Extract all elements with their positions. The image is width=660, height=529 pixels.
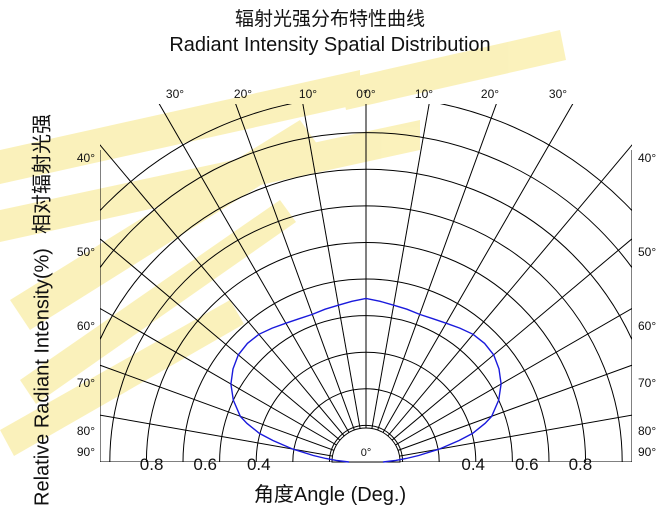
intensity-curve-group	[230, 297, 502, 463]
grid-spoke	[100, 307, 367, 462]
grid-spoke	[365, 144, 632, 462]
grid-spoke	[365, 414, 632, 462]
side-angle-label-right: 80°	[638, 424, 656, 438]
y-axis-label-en: Relative Radiant Intensity(%)	[31, 248, 54, 506]
side-angle-label-left: 60°	[77, 319, 95, 333]
grid-spoke	[100, 414, 367, 462]
side-angle-label-left: 40°	[77, 151, 95, 165]
top-angle-label: 30°	[166, 87, 184, 101]
grid-spoke	[302, 104, 367, 462]
side-angle-label-left: 90°	[77, 445, 95, 459]
top-angle-label: 20°	[234, 87, 252, 101]
center-angle-label: 0°	[361, 447, 372, 459]
center-hub	[331, 427, 401, 463]
top-angle-label: 0°	[356, 87, 368, 101]
side-angle-label-left: 80°	[77, 424, 95, 438]
top-angle-label: 20°	[481, 87, 499, 101]
polar-labels: 0°30° 20° 10° 0°0° 10° 20° 30°40° 40°50° 50°60° 6…	[77, 87, 657, 474]
radial-tick-label: 0.4	[461, 455, 485, 474]
intensity-curve	[230, 297, 502, 463]
y-axis-label: Relative Radiant Intensity(%) 相对辐射光强	[26, 114, 55, 506]
grid-spoke	[365, 104, 430, 462]
radial-tick-label: 0.8	[569, 455, 593, 474]
grid-spoke	[365, 364, 632, 462]
top-angle-label: 0°	[364, 87, 376, 101]
grid-spoke	[365, 104, 497, 462]
grid-spoke	[365, 104, 574, 462]
side-angle-label-right: 50°	[638, 245, 656, 259]
polar-grid	[100, 104, 632, 462]
side-angle-label-right: 60°	[638, 319, 656, 333]
grid-spoke	[365, 238, 632, 462]
side-angle-label-right: 90°	[638, 445, 656, 459]
grid-spoke	[365, 307, 632, 462]
side-angle-label-right: 70°	[638, 376, 656, 390]
y-axis-label-cn: 相对辐射光强	[31, 114, 54, 235]
grid-spoke	[100, 364, 367, 462]
radial-tick-label: 0.4	[247, 455, 271, 474]
chart-title: Radiant Intensity Spatial Distribution	[169, 34, 491, 56]
top-angle-label: 10°	[415, 87, 433, 101]
grid-spoke	[158, 104, 367, 462]
grid-spoke	[235, 104, 367, 462]
radial-tick-label: 0.6	[515, 455, 539, 474]
top-angle-label: 30°	[549, 87, 567, 101]
top-angle-label: 10°	[299, 87, 317, 101]
grid-spoke	[100, 144, 367, 462]
radial-tick-label: 0.6	[193, 455, 217, 474]
radial-tick-label: 0.8	[140, 455, 164, 474]
side-angle-label-left: 70°	[77, 376, 95, 390]
side-angle-label-right: 40°	[638, 151, 656, 165]
x-axis-label: 角度Angle (Deg.)	[253, 484, 407, 506]
side-angle-label-left: 50°	[77, 245, 95, 259]
grid-spoke	[100, 238, 367, 462]
chart-title-cn: 辐射光强分布特性曲线	[234, 9, 425, 30]
grid-ring	[100, 104, 632, 212]
